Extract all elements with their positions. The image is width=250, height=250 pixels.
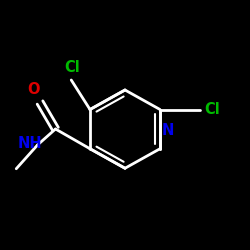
Text: Cl: Cl (204, 102, 220, 117)
Text: NH: NH (17, 136, 42, 150)
Text: N: N (162, 123, 174, 138)
Text: Cl: Cl (64, 60, 80, 75)
Text: O: O (28, 82, 40, 98)
